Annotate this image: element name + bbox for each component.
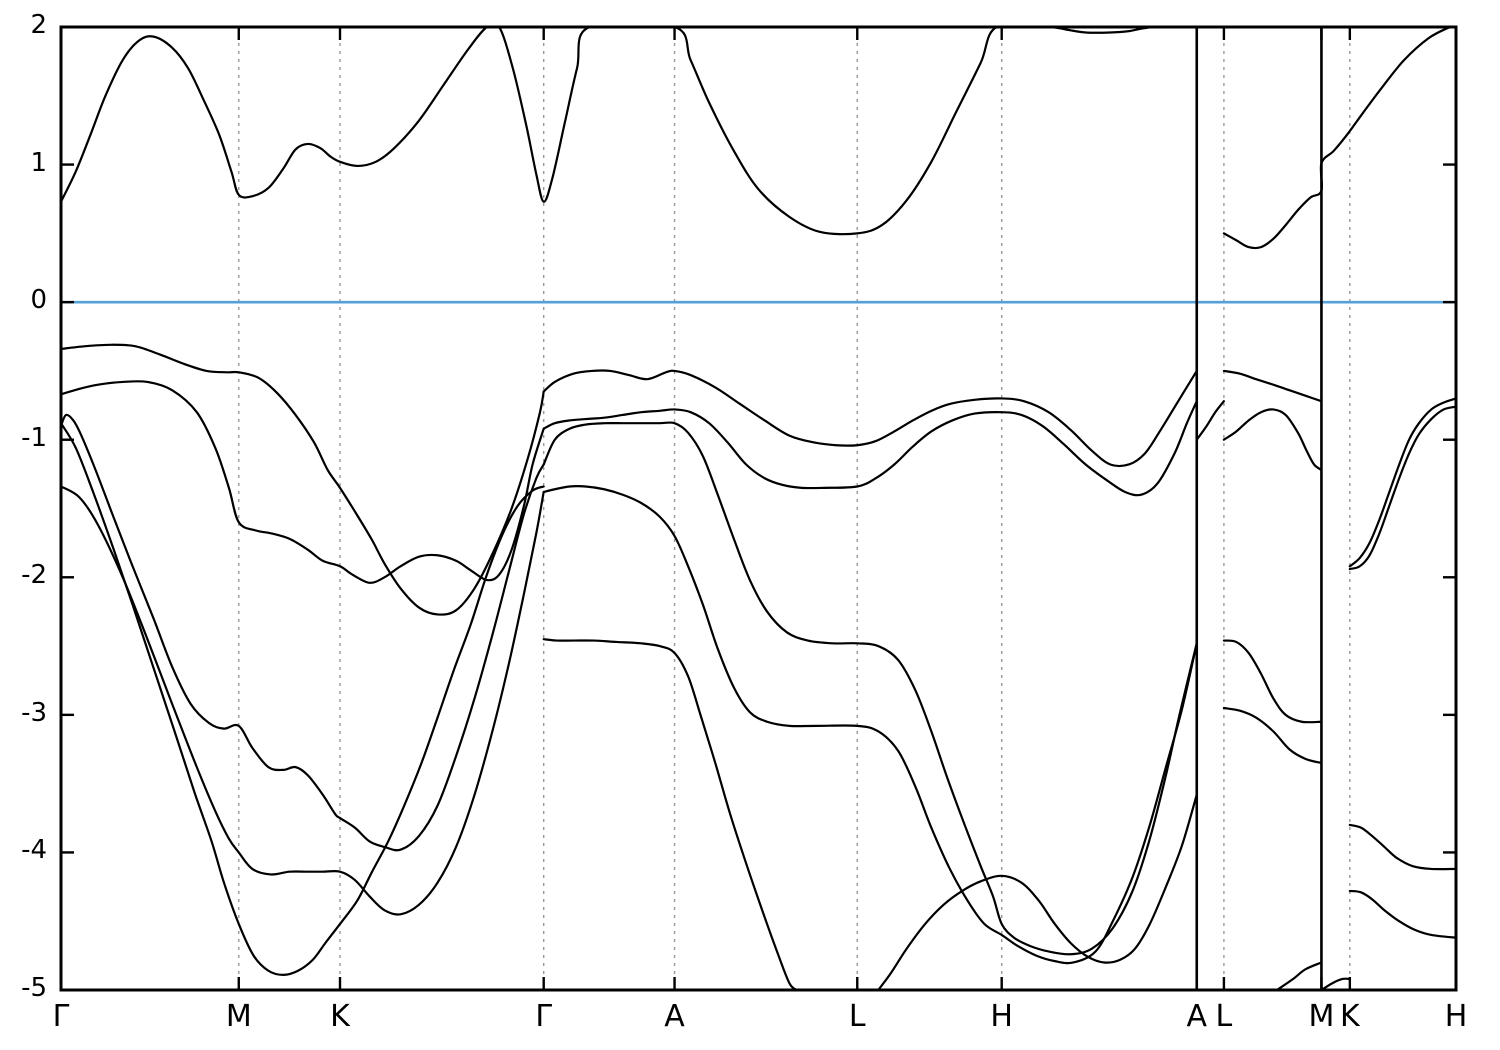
y-axis-tick-label: 1 — [30, 147, 47, 178]
band-curve-valence-band-2c — [1222, 408, 1323, 472]
band-curve-valence-band-3d — [1348, 823, 1456, 871]
band-curve-valence-band-6b — [877, 793, 1198, 990]
band-curve-valence-band-2 — [61, 380, 545, 584]
band-curve-conduction-band-1 — [61, 27, 1198, 236]
y-axis-tick-label: -2 — [21, 560, 47, 591]
band-curve-valence-band-2b — [542, 400, 1198, 497]
plot-frame — [59, 25, 1458, 992]
band-curves — [61, 27, 1456, 990]
band-curve-valence-band-7b — [1195, 400, 1226, 441]
band-curve-valence-band-4b — [542, 485, 1198, 965]
band-curve-valence-band-1d — [1348, 397, 1456, 568]
x-axis-tick-label-K: K — [330, 999, 350, 1034]
x-axis-tick-label-M: M — [1308, 999, 1335, 1034]
band-curve-valence-band-5c — [1275, 961, 1323, 990]
y-axis-tick-label: -3 — [21, 697, 47, 728]
x-axis-tick-label-H: H — [1444, 999, 1468, 1034]
x-axis-tick-label-H: H — [990, 999, 1013, 1034]
band-curve-valence-band-1 — [61, 343, 545, 616]
x-axis-tick-label-L: L — [1215, 999, 1233, 1034]
band-curve-conduction-band-2 — [1222, 27, 1451, 250]
band-curve-valence-band-4c — [1222, 706, 1323, 765]
band-curve-valence-band-5b — [542, 638, 798, 990]
x-axis-tick-label-L: L — [848, 999, 866, 1034]
band-curve-valence-band-1c — [1222, 369, 1323, 403]
band-curve-valence-band-3 — [61, 413, 545, 852]
band-curve-valence-band-5 — [61, 422, 545, 976]
band-curve-valence-band-1b — [542, 369, 1198, 468]
x-axis-tick-label-M: M — [225, 999, 252, 1034]
y-axis-tick-label: -1 — [21, 422, 47, 453]
band-curve-valence-band-3b — [542, 421, 1198, 956]
y-axis-tick-label: -4 — [21, 835, 47, 866]
y-axis-tick-label: 0 — [30, 285, 47, 316]
band-curve-valence-band-5d — [1320, 977, 1351, 990]
x-axis-tick-label-Γ: Γ — [535, 999, 553, 1034]
band-curve-valence-band-4d — [1348, 889, 1456, 939]
band-curve-valence-band-3c — [1222, 639, 1323, 724]
band-curve-valence-band-2d — [1348, 405, 1456, 571]
x-axis-tick-label-K: K — [1339, 999, 1360, 1034]
y-axis-tick-label: -5 — [21, 973, 47, 1003]
band-curve-valence-band-4 — [61, 485, 545, 916]
x-axis-tick-label-A: A — [664, 999, 685, 1034]
x-axis-tick-label-Γ: Γ — [52, 999, 70, 1034]
y-axis-tick-label: 2 — [30, 10, 47, 40]
x-axis-tick-label-A: A — [1186, 999, 1208, 1034]
